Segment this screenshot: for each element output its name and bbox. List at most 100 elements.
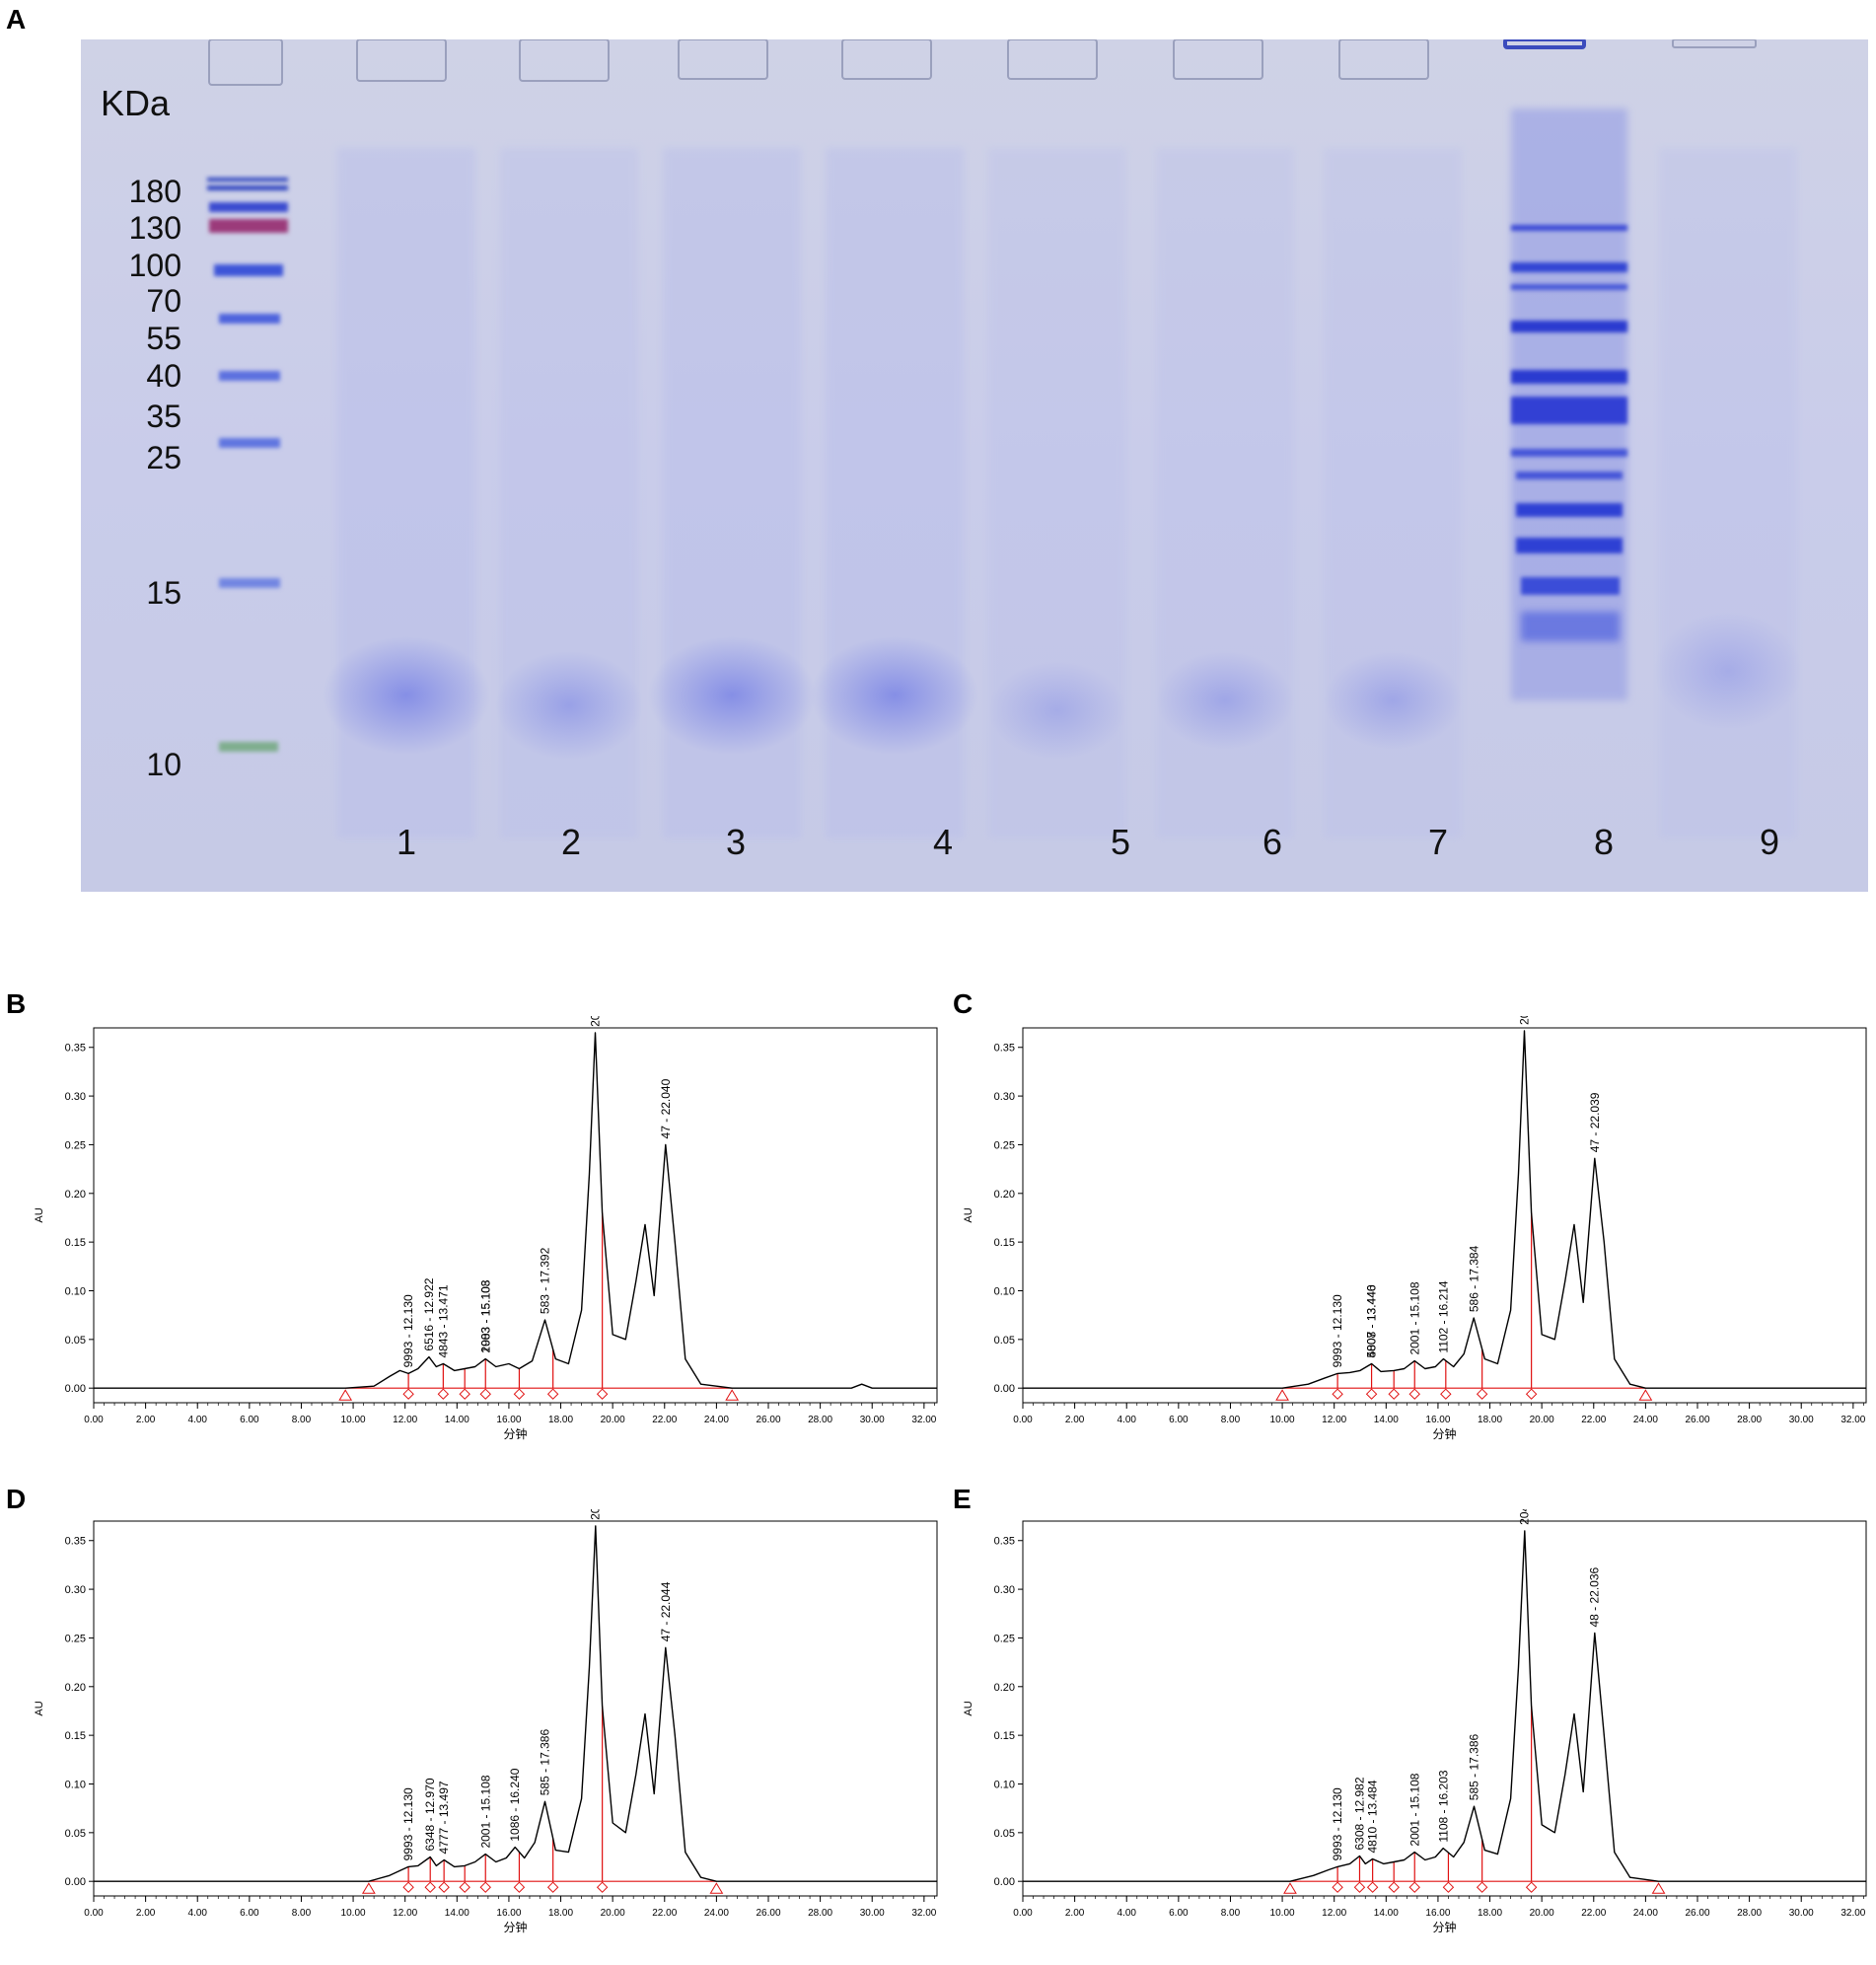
x-axis-label: 分钟 [1432,1426,1456,1441]
peak-label: 585 - 17.386 [538,1729,551,1796]
x-tick-label: 32.00 [1840,1908,1865,1919]
peak-label: 47 - 22.044 [659,1581,673,1641]
x-tick-label: 16.00 [1425,1415,1450,1425]
x-tick-label: 30.00 [860,1415,885,1425]
x-tick-label: 32.00 [1840,1415,1865,1425]
x-tick-label: 4.00 [1117,1908,1136,1919]
plot-frame [93,1027,938,1404]
peak-label: 204 - 19.337 [589,1509,603,1520]
y-axis-label: AU [34,1207,45,1222]
x-tick-label: 12.00 [1322,1908,1346,1919]
x-tick-label: 4.00 [187,1908,207,1919]
x-tick-label: 22.00 [1581,1415,1606,1425]
drop-marker [437,1388,450,1400]
drop-marker [402,1388,414,1400]
drop-marker [596,1881,609,1893]
y-tick-label: 0.25 [65,1139,86,1151]
drop-marker [1525,1881,1538,1893]
x-tick-label: 2.00 [1065,1908,1085,1919]
peak-label: 9993 - 12.130 [1331,1294,1344,1367]
peak-label: 47 - 22.039 [1588,1092,1602,1152]
drop-marker [479,1881,491,1893]
x-tick-label: 28.00 [808,1908,832,1919]
y-tick-label: 0.30 [994,1584,1015,1596]
x-tick-label: 12.00 [1322,1415,1346,1425]
x-axis-label: 分钟 [503,1920,527,1934]
y-tick-label: 0.10 [994,1779,1015,1790]
lane-number: 2 [561,822,581,862]
baseline-marker [709,1882,724,1894]
x-tick-label: 22.00 [652,1415,677,1425]
gel-unit-label: KDa [101,83,171,123]
chromatogram-trace [94,1032,937,1389]
peak-label: 6348 - 12.970 [423,1778,437,1851]
peak-label: 9993 - 12.130 [401,1294,415,1367]
chromatogram-c: 0.00 0.05 0.10 0.15 0.20 0.25 0.30 0.35 0.00 2.00… [963,1016,1867,1441]
x-tick-label: 12.00 [393,1415,417,1425]
y-tick-label: 0.15 [65,1237,86,1249]
x-tick-label: 0.00 [84,1415,104,1425]
drop-marker [513,1388,526,1400]
marker-label: 100 [129,248,181,283]
x-tick-label: 16.00 [496,1908,521,1919]
marker-label: 10 [146,747,181,782]
peak-label: 48 - 22.036 [1588,1566,1602,1627]
y-tick-label: 0.30 [994,1091,1015,1103]
baseline-marker [1638,1389,1653,1401]
plot-frame [93,1520,938,1897]
marker-label: 25 [146,440,181,475]
y-tick-label: 0.35 [994,1043,1015,1055]
x-tick-label: 20.00 [601,1908,625,1919]
x-tick-label: 18.00 [548,1415,573,1425]
drop-marker [1366,1881,1379,1893]
drop-marker [1408,1388,1420,1400]
panel-label-a: A [6,4,27,35]
y-tick-label: 0.30 [65,1091,86,1103]
x-tick-label: 26.00 [756,1908,780,1919]
peak-label: 2001 - 15.108 [1407,1773,1421,1846]
y-tick-label: 0.25 [994,1633,1015,1644]
peak-label: 1108 - 16.203 [1436,1770,1450,1842]
plot-frame [1022,1027,1867,1404]
peak-label: 9993 - 12.130 [1331,1787,1344,1860]
y-tick-label: 0.00 [65,1383,86,1395]
drop-marker [479,1388,491,1400]
chromatogram-trace [94,1525,937,1882]
x-tick-label: 24.00 [1633,1415,1658,1425]
x-tick-label: 24.00 [704,1415,729,1425]
x-tick-label: 10.00 [341,1415,366,1425]
y-tick-label: 0.20 [65,1189,86,1201]
x-tick-label: 32.00 [911,1908,936,1919]
y-tick-label: 0.15 [65,1730,86,1742]
loading-wells [208,39,1757,86]
drop-marker [1476,1881,1488,1893]
x-tick-label: 8.00 [1221,1908,1241,1919]
plot-frame [1022,1520,1867,1897]
x-tick-label: 28.00 [1737,1908,1762,1919]
drop-marker [459,1881,470,1893]
drop-marker [1476,1388,1488,1400]
peak-label: 204 - 19.333 [1518,1016,1532,1025]
drop-marker [513,1881,526,1893]
x-tick-label: 18.00 [1478,1908,1502,1919]
marker-label: 40 [146,358,181,394]
x-tick-label: 0.00 [1013,1908,1033,1919]
drop-marker [1442,1881,1455,1893]
y-tick-label: 0.25 [65,1633,86,1644]
peak-label: 2003 - 15.103 [478,1279,492,1352]
x-tick-label: 10.00 [1270,1415,1295,1425]
drop-marker [1388,1388,1400,1400]
panel-label-c: C [953,988,974,1019]
peak-label: 6516 - 12.922 [422,1277,436,1350]
x-tick-label: 26.00 [1685,1415,1709,1425]
x-tick-label: 6.00 [1169,1415,1189,1425]
marker-label: 55 [146,321,181,356]
peak-label: 4810 - 13.484 [1366,1780,1380,1853]
lane-number: 9 [1760,822,1779,862]
x-tick-label: 26.00 [756,1415,780,1425]
x-tick-label: 16.00 [496,1415,521,1425]
x-tick-label: 0.00 [84,1908,104,1919]
peak-label: 4843 - 13.471 [436,1284,450,1357]
marker-label: 35 [146,399,181,434]
drop-marker [1525,1388,1538,1400]
